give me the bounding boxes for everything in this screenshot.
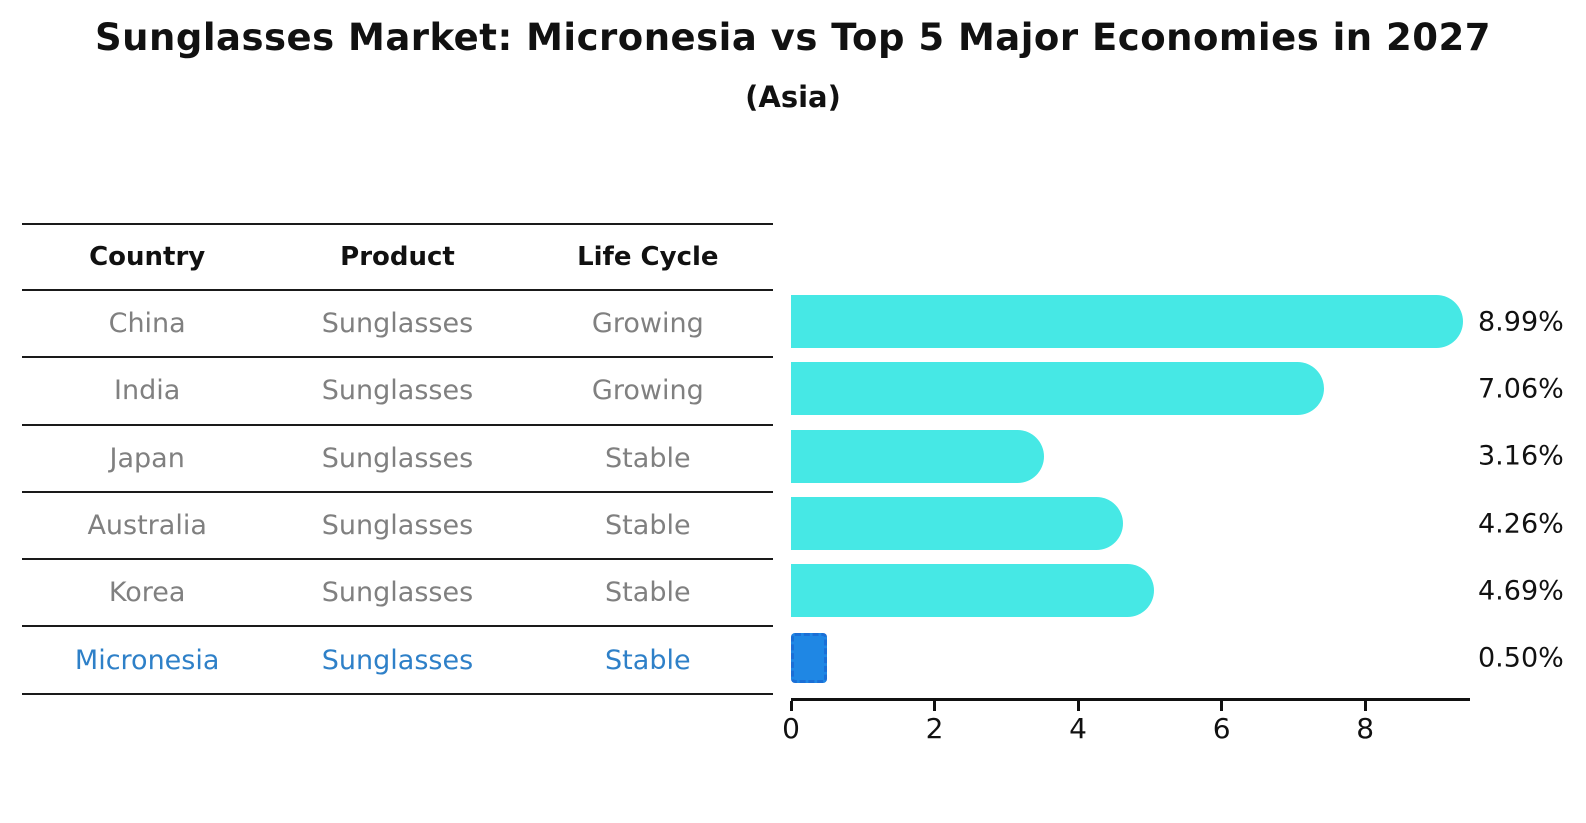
cell-country: Japan: [109, 442, 185, 474]
cell-product: Sunglasses: [321, 644, 474, 676]
tick-mark: [933, 701, 937, 711]
bar-value-label: 7.06%: [1478, 373, 1564, 405]
cell-country: Australia: [87, 510, 207, 542]
column-header-country: Country: [89, 242, 206, 272]
table-row-korea: Korea Sunglasses Stable: [22, 560, 773, 628]
cell-country: India: [114, 375, 181, 407]
bar-row-japan: 3.16%: [791, 423, 1564, 490]
bar-value-label: 0.50%: [1478, 642, 1564, 674]
tick-label: 8: [1356, 712, 1375, 745]
cell-life-cycle: Stable: [605, 442, 691, 474]
table-header-row: Country Product Life Cycle: [22, 225, 773, 291]
bar-india: [791, 362, 1325, 416]
cell-life-cycle: Stable: [605, 644, 691, 676]
cell-life-cycle: Growing: [591, 308, 704, 340]
cell-product: Sunglasses: [321, 510, 474, 542]
bar-micronesia: [791, 633, 827, 684]
cell-life-cycle: Stable: [605, 577, 691, 609]
cell-product: Sunglasses: [321, 442, 474, 474]
x-axis: 0 2 4 6 8: [782, 698, 1470, 758]
tick-label: 6: [1212, 712, 1231, 745]
table-row-micronesia: Micronesia Sunglasses Stable: [22, 627, 773, 695]
bar-korea: [791, 564, 1155, 618]
bar-row-korea: 4.69%: [791, 557, 1564, 624]
bar-japan: [791, 429, 1045, 483]
table-row-china: China Sunglasses Growing: [22, 291, 773, 359]
data-table: Country Product Life Cycle China Sunglas…: [22, 223, 773, 695]
column-header-life-cycle: Life Cycle: [577, 242, 719, 272]
tick-label: 2: [925, 712, 944, 745]
bar-australia: [791, 497, 1124, 551]
tick-mark: [789, 701, 793, 711]
tick-mark: [1220, 701, 1224, 711]
bar-china: [791, 295, 1463, 349]
cell-product: Sunglasses: [321, 577, 474, 609]
cell-country: Micronesia: [74, 644, 220, 676]
chart-subtitle: (Asia): [745, 80, 841, 114]
chart-title: Sunglasses Market: Micronesia vs Top 5 M…: [95, 16, 1491, 59]
cell-country: China: [108, 308, 186, 340]
tick-label: 4: [1069, 712, 1087, 745]
cell-product: Sunglasses: [321, 375, 474, 407]
column-header-product: Product: [340, 242, 455, 272]
tick-label: 0: [782, 712, 800, 745]
tick-mark: [1363, 701, 1367, 711]
bar-value-label: 4.26%: [1478, 508, 1564, 540]
cell-product: Sunglasses: [321, 308, 474, 340]
bar-row-australia: 4.26%: [791, 490, 1564, 557]
cell-country: Korea: [108, 577, 186, 609]
table-row-india: India Sunglasses Growing: [22, 358, 773, 426]
bar-value-label: 3.16%: [1478, 440, 1564, 472]
bar-value-label: 4.69%: [1478, 575, 1564, 607]
cell-life-cycle: Growing: [591, 375, 704, 407]
bar-row-india: 7.06%: [791, 355, 1564, 422]
bar-value-label: 8.99%: [1478, 306, 1564, 338]
bar-row-micronesia: 0.50%: [791, 624, 1564, 691]
table-row-japan: Japan Sunglasses Stable: [22, 426, 773, 493]
x-axis-line: [791, 698, 1470, 701]
bar-row-china: 8.99%: [791, 288, 1564, 355]
table-row-australia: Australia Sunglasses Stable: [22, 493, 773, 561]
bar-chart: 8.99% 7.06% 3.16% 4.26% 4.69% 0.50%: [791, 288, 1564, 692]
tick-mark: [1076, 701, 1080, 711]
cell-life-cycle: Stable: [605, 510, 691, 542]
